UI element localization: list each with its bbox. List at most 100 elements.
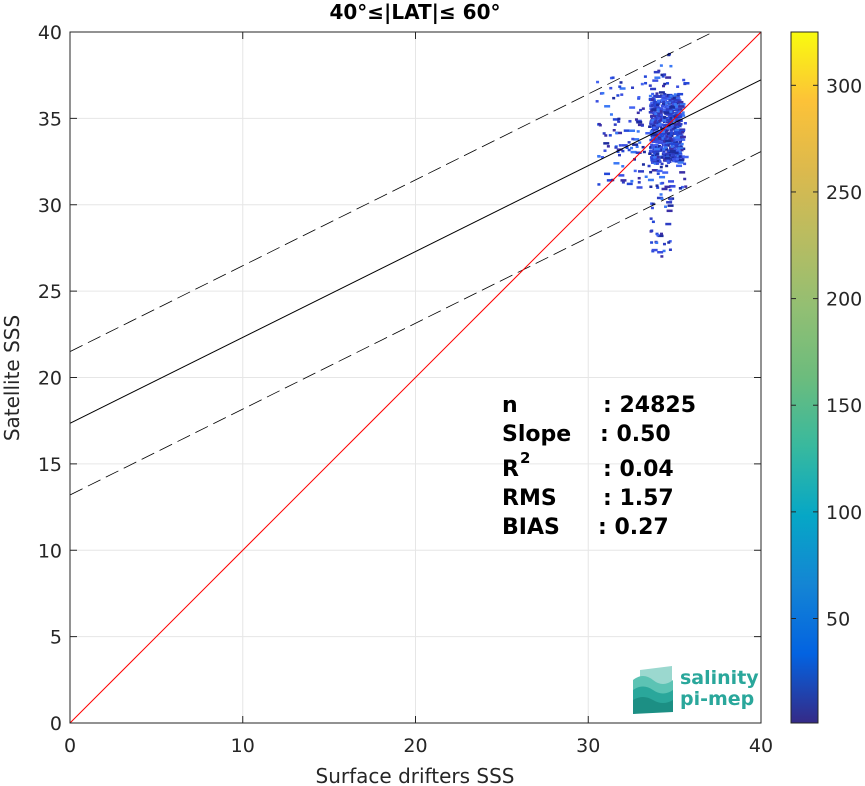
density-cell — [616, 94, 620, 97]
y-tick-label: 30 — [38, 195, 62, 217]
x-tick-label: 40 — [749, 735, 773, 757]
density-cell — [674, 97, 681, 100]
density-cell — [667, 149, 671, 152]
density-cell — [661, 96, 668, 100]
density-cell — [682, 155, 689, 159]
colorbar — [791, 32, 818, 723]
density-cell — [679, 171, 686, 174]
y-tick-label: 35 — [38, 108, 62, 130]
density-cell — [650, 159, 657, 162]
density-cell — [675, 138, 682, 142]
density-cell — [679, 144, 683, 147]
density-cell — [632, 143, 639, 146]
density-cell — [669, 126, 673, 129]
density-cell — [609, 113, 613, 116]
x-tick-label: 30 — [576, 735, 600, 757]
x-tick-label: 10 — [231, 735, 255, 757]
density-cell — [658, 137, 662, 141]
density-cell — [673, 131, 680, 134]
stat-slope-value: : 0.50 — [600, 422, 671, 447]
density-cell — [651, 169, 658, 172]
density-cell — [627, 148, 631, 152]
density-cell — [650, 128, 654, 132]
density-cell — [673, 126, 677, 129]
density-cell — [619, 87, 626, 90]
density-cell — [660, 156, 664, 159]
density-cell — [660, 162, 664, 166]
density-cell — [621, 144, 628, 147]
density-cell — [614, 146, 618, 149]
density-cell — [672, 137, 676, 140]
density-cell — [652, 156, 656, 159]
stats-box: n : 24825 Slope : 0.50 R 2 : 0.04 RMS : … — [502, 393, 696, 540]
density-cell — [669, 117, 673, 120]
x-axis-label: Surface drifters SSS — [316, 764, 515, 786]
density-cell — [657, 99, 661, 103]
density-cell — [613, 123, 617, 126]
density-cell — [606, 179, 613, 182]
density-cell — [671, 124, 675, 128]
logo-line-1: salinity — [680, 667, 759, 689]
density-cell — [612, 96, 616, 100]
x-tick-label: 20 — [403, 735, 427, 757]
density-cell — [662, 242, 666, 246]
density-cell — [668, 114, 672, 118]
density-cell — [669, 198, 673, 201]
density-cell — [665, 139, 672, 143]
density-cell — [629, 106, 636, 109]
density-cell — [679, 133, 683, 136]
density-cell — [672, 140, 676, 143]
density-cell — [679, 138, 686, 141]
density-cell — [657, 144, 661, 148]
colorbar-tick-label: 50 — [826, 608, 850, 630]
density-cell — [662, 152, 666, 155]
density-cell — [673, 147, 677, 151]
density-cell — [683, 162, 687, 166]
density-cell — [677, 147, 684, 150]
density-cell — [676, 125, 680, 129]
density-cell — [630, 150, 637, 154]
density-cell — [682, 114, 686, 117]
density-cell — [636, 111, 640, 115]
density-cell — [648, 94, 652, 98]
density-cell — [674, 123, 678, 126]
density-cell — [661, 130, 665, 133]
density-cell — [674, 160, 678, 163]
density-cell — [644, 175, 648, 178]
density-cell — [619, 81, 623, 84]
density-cell — [645, 131, 652, 135]
density-cell — [662, 249, 666, 253]
density-cell — [623, 129, 630, 132]
density-cell — [649, 111, 653, 114]
density-cell — [620, 179, 627, 182]
density-cell — [635, 151, 642, 154]
density-cell — [660, 255, 664, 258]
density-cell — [675, 157, 679, 161]
density-cell — [602, 132, 606, 135]
density-cell — [652, 145, 656, 149]
density-cell — [664, 109, 671, 112]
density-cell — [662, 119, 669, 122]
density-cell — [603, 142, 610, 145]
chart-title: 40°≤|LAT|≤ 60° — [329, 0, 500, 24]
density-cell — [656, 106, 660, 109]
density-cell — [682, 78, 686, 82]
density-cell — [639, 108, 643, 112]
density-cell — [621, 149, 625, 153]
density-cell — [660, 135, 664, 139]
density-cell — [654, 137, 658, 141]
density-cell — [652, 79, 659, 82]
density-cell — [631, 86, 635, 89]
density-cell — [656, 186, 660, 189]
density-cell — [663, 104, 667, 107]
density-cell — [647, 164, 651, 168]
density-cell — [653, 147, 660, 151]
density-cell — [606, 145, 610, 148]
density-cell — [677, 111, 681, 114]
density-cell — [651, 118, 655, 122]
density-cell — [650, 143, 654, 147]
density-cell — [679, 122, 683, 126]
density-cell — [659, 113, 663, 117]
density-cell — [653, 132, 657, 135]
density-cell — [612, 129, 616, 132]
